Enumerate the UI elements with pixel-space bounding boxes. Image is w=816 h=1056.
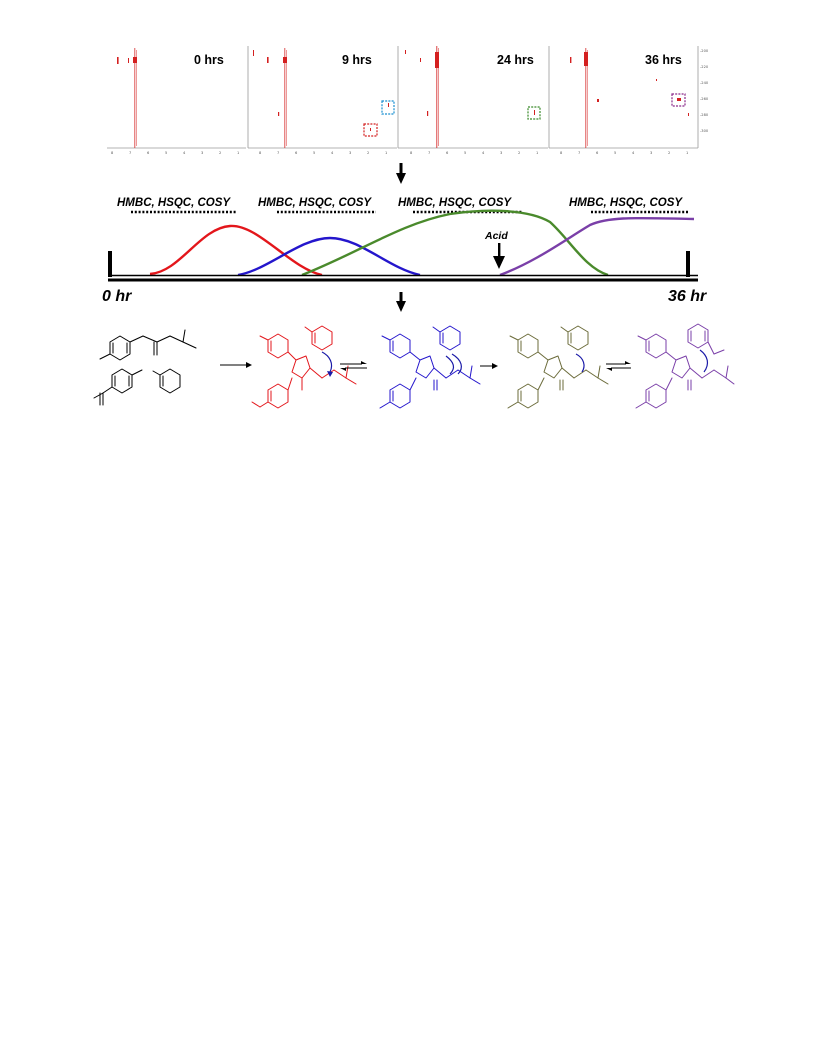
svg-text:4: 4 bbox=[183, 151, 186, 155]
intermediate-1-curve bbox=[149, 224, 323, 277]
svg-text:7: 7 bbox=[277, 151, 279, 155]
acid-label: Acid bbox=[484, 230, 508, 242]
timeline-start-label: 0 hr bbox=[102, 288, 132, 305]
nmr-panel-24hrs: 8 7 6 5 4 3 2 1 24 hrs bbox=[397, 46, 548, 155]
svg-text:2: 2 bbox=[219, 151, 221, 155]
x-tick-labels: 8 7 6 5 4 3 2 1 bbox=[111, 151, 239, 155]
svg-text:1: 1 bbox=[686, 151, 688, 155]
svg-text:-280: -280 bbox=[700, 113, 709, 117]
timeline-end-tick bbox=[686, 251, 690, 277]
svg-text:-260: -260 bbox=[700, 97, 709, 101]
nmr-panel-0hrs: 8 7 6 5 4 3 2 1 0 hrs bbox=[107, 48, 246, 155]
svg-text:7: 7 bbox=[578, 151, 580, 155]
equilibrium-arrow-icon bbox=[606, 361, 631, 371]
product-structure bbox=[635, 323, 735, 409]
technique-labels: HMBC, HSQC, COSY HMBC, HSQC, COSY HMBC, … bbox=[117, 197, 688, 214]
svg-text:2: 2 bbox=[668, 151, 670, 155]
curved-arrow-icon bbox=[699, 349, 709, 373]
reaction-arrow-icon bbox=[220, 362, 252, 368]
intermediate-1-structure bbox=[251, 325, 357, 409]
timeline: 0 hr 36 hr bbox=[102, 251, 707, 305]
panel-time-label: 9 hrs bbox=[342, 53, 372, 67]
svg-text:4: 4 bbox=[632, 151, 635, 155]
svg-text:5: 5 bbox=[165, 151, 167, 155]
svg-text:1: 1 bbox=[536, 151, 538, 155]
highlight-box-green bbox=[527, 106, 541, 120]
highlight-box-blue bbox=[381, 100, 395, 115]
nmr-peaks bbox=[405, 46, 535, 148]
technique-label: HMBC, HSQC, COSY bbox=[569, 197, 683, 209]
down-arrow-icon bbox=[493, 243, 505, 269]
y-tick-labels: -200 -220 -240 -260 -280 -300 bbox=[700, 49, 709, 133]
nmr-peaks bbox=[117, 48, 137, 148]
nmr-panels: 8 7 6 5 4 3 2 1 0 hrs 8 7 6 5 4 3 2 1 bbox=[107, 46, 709, 155]
svg-text:1: 1 bbox=[237, 151, 239, 155]
svg-text:8: 8 bbox=[111, 151, 114, 155]
svg-text:4: 4 bbox=[482, 151, 485, 155]
svg-text:6: 6 bbox=[446, 151, 449, 155]
svg-text:8: 8 bbox=[410, 151, 413, 155]
x-tick-labels: 8 7 6 5 4 3 2 1 bbox=[410, 151, 538, 155]
intermediate-2-curve bbox=[237, 236, 421, 277]
timeline-start-tick bbox=[108, 251, 112, 277]
svg-text:4: 4 bbox=[331, 151, 334, 155]
svg-text:5: 5 bbox=[614, 151, 616, 155]
svg-text:-220: -220 bbox=[700, 65, 709, 69]
nmr-peaks bbox=[570, 48, 689, 148]
svg-text:2: 2 bbox=[518, 151, 520, 155]
svg-text:8: 8 bbox=[560, 151, 563, 155]
nmr-panel-9hrs: 8 7 6 5 4 3 2 1 9 hrs bbox=[247, 46, 397, 155]
x-tick-labels: 8 7 6 5 4 3 2 1 bbox=[560, 151, 688, 155]
x-tick-labels: 8 7 6 5 4 3 2 1 bbox=[259, 151, 387, 155]
product-curve bbox=[499, 216, 695, 277]
panel-time-label: 0 hrs bbox=[194, 53, 224, 67]
svg-text:6: 6 bbox=[596, 151, 599, 155]
svg-text:5: 5 bbox=[464, 151, 466, 155]
curved-arrow-icon bbox=[321, 351, 333, 373]
acid-addition-marker: Acid bbox=[484, 230, 508, 269]
curved-arrow-icon bbox=[445, 355, 455, 375]
nmr-peaks bbox=[253, 48, 389, 148]
svg-text:2: 2 bbox=[367, 151, 369, 155]
svg-text:-300: -300 bbox=[700, 129, 709, 133]
concentration-curves bbox=[149, 209, 695, 277]
equilibrium-arrow-icon bbox=[340, 361, 367, 371]
curved-arrow-head bbox=[327, 371, 333, 377]
svg-text:3: 3 bbox=[349, 151, 351, 155]
svg-text:3: 3 bbox=[201, 151, 203, 155]
panel-time-label: 24 hrs bbox=[497, 53, 534, 67]
svg-text:5: 5 bbox=[313, 151, 315, 155]
intermediate-2-structure bbox=[379, 325, 481, 409]
technique-label: HMBC, HSQC, COSY bbox=[117, 197, 231, 209]
reactant-structures bbox=[93, 329, 197, 406]
highlight-box-purple bbox=[671, 93, 686, 107]
nmr-panel-36hrs: 8 7 6 5 4 3 2 1 -200 -220 -240 -260 -280 -300 36 … bbox=[548, 46, 709, 155]
panel-time-label: 36 hrs bbox=[645, 53, 682, 67]
timeline-end-label: 36 hr bbox=[668, 288, 707, 305]
highlight-box-red bbox=[363, 123, 378, 137]
svg-text:-200: -200 bbox=[700, 49, 709, 53]
svg-text:6: 6 bbox=[147, 151, 150, 155]
technique-label: HMBC, HSQC, COSY bbox=[398, 197, 512, 209]
svg-text:7: 7 bbox=[428, 151, 430, 155]
intermediate-3-structure bbox=[507, 325, 609, 409]
svg-text:-240: -240 bbox=[700, 81, 709, 85]
reaction-arrow-icon bbox=[480, 363, 498, 369]
curved-arrow-icon bbox=[451, 353, 462, 375]
svg-text:6: 6 bbox=[295, 151, 298, 155]
down-arrow-icon bbox=[396, 163, 406, 184]
svg-text:1: 1 bbox=[385, 151, 387, 155]
curved-arrow-icon bbox=[575, 353, 585, 373]
down-arrow-icon bbox=[396, 292, 406, 312]
svg-text:3: 3 bbox=[650, 151, 652, 155]
svg-text:3: 3 bbox=[500, 151, 502, 155]
technique-label: HMBC, HSQC, COSY bbox=[258, 197, 372, 209]
svg-text:8: 8 bbox=[259, 151, 262, 155]
svg-text:7: 7 bbox=[129, 151, 131, 155]
intermediate-3-curve bbox=[301, 209, 609, 277]
